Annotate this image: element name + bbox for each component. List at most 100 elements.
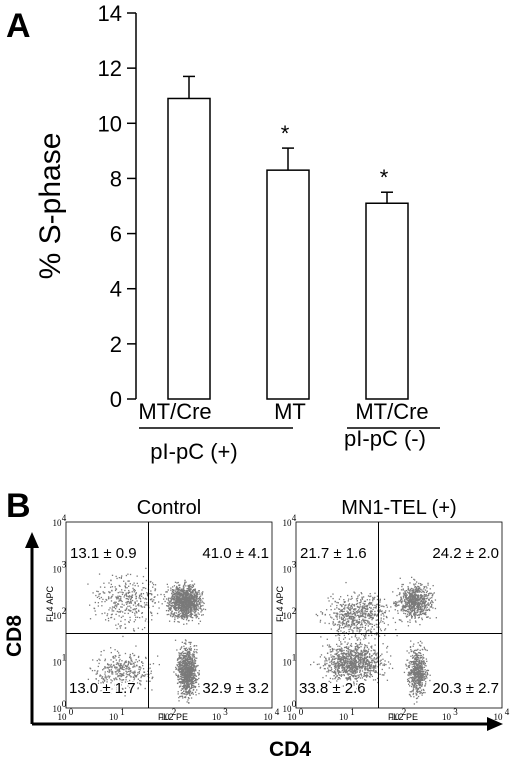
event-dot (92, 659, 94, 661)
event-dot (339, 674, 341, 677)
event-dot (370, 631, 373, 633)
event-dot (337, 658, 339, 661)
event-dot (416, 605, 419, 607)
event-dot (413, 584, 415, 586)
event-dot (402, 589, 404, 591)
event-dot (130, 602, 133, 604)
event-dot (417, 591, 419, 593)
event-dot (97, 682, 100, 684)
event-dot (134, 666, 136, 668)
event-dot (358, 629, 361, 631)
event-dot (124, 695, 126, 697)
event-dot (130, 601, 132, 603)
event-dot (427, 594, 430, 596)
x-tick-exponent: 3 (223, 707, 228, 717)
event-dot (414, 596, 416, 598)
event-dot (418, 616, 421, 618)
event-dot (187, 699, 189, 701)
event-dot (415, 581, 418, 583)
event-dot (334, 653, 336, 655)
event-dot (348, 604, 350, 606)
event-dot (191, 692, 193, 695)
event-dot (137, 609, 140, 611)
event-dot (181, 677, 183, 679)
event-dot (352, 670, 355, 672)
event-dot (367, 650, 369, 652)
event-dot (185, 643, 187, 645)
event-dot (432, 584, 434, 587)
x-tick-exponent: 2 (172, 707, 177, 717)
event-dot (405, 601, 407, 604)
event-dot (186, 663, 188, 665)
x-tick-label: 10 (58, 712, 68, 722)
event-dot (338, 677, 340, 679)
event-dot (138, 605, 140, 607)
event-dot (129, 609, 131, 612)
event-dot (413, 609, 416, 612)
event-dot (147, 593, 149, 595)
event-dot (186, 608, 188, 611)
event-dot (183, 604, 186, 606)
event-dot (186, 691, 189, 693)
event-dot (415, 614, 417, 616)
event-dot (110, 651, 112, 654)
event-dot (333, 624, 335, 627)
event-dot (355, 615, 357, 617)
event-dot (121, 660, 123, 662)
event-dot (184, 669, 187, 671)
event-dot (139, 594, 141, 596)
event-dot (421, 595, 423, 597)
event-dot (428, 599, 430, 601)
event-dot (351, 665, 353, 668)
event-dot (195, 613, 197, 616)
event-dot (348, 598, 350, 600)
event-dot (187, 615, 189, 617)
event-dot (121, 603, 123, 605)
event-dot (129, 616, 131, 619)
event-dot (330, 654, 332, 656)
event-dot (374, 638, 376, 640)
event-dot (190, 673, 192, 676)
event-dot (337, 666, 339, 668)
event-dot (179, 615, 181, 617)
event-dot (353, 671, 355, 673)
event-dot (113, 618, 116, 620)
event-dot (415, 599, 417, 601)
event-dot (344, 652, 346, 655)
event-dot (416, 603, 418, 605)
event-dot (176, 591, 179, 593)
event-dot (338, 671, 341, 673)
event-dot (104, 600, 106, 603)
event-dot (353, 604, 355, 606)
event-dot (361, 612, 363, 615)
event-dot (100, 682, 102, 684)
event-dot (355, 678, 357, 680)
event-dot (185, 662, 187, 664)
event-dot (122, 673, 124, 675)
event-dot (425, 585, 427, 588)
event-dot (337, 663, 339, 665)
event-dot (369, 673, 371, 675)
event-dot (202, 601, 204, 604)
event-dot (178, 610, 180, 612)
event-dot (136, 661, 139, 663)
event-dot (136, 582, 138, 585)
event-dot (336, 652, 338, 654)
channel-y-label: FL4 APC (45, 585, 55, 622)
event-dot (195, 651, 197, 653)
event-dot (184, 655, 186, 657)
event-dot (195, 615, 197, 617)
event-dot (138, 655, 140, 658)
y-tick-label: 12 (98, 56, 122, 81)
event-dot (107, 596, 110, 598)
event-dot (165, 598, 168, 600)
event-dot (111, 608, 113, 610)
event-dot (348, 624, 350, 626)
event-dot (105, 677, 107, 679)
event-dot (190, 657, 192, 659)
event-dot (125, 592, 127, 594)
event-dot (340, 641, 342, 643)
event-dot (100, 654, 102, 656)
event-dot (123, 691, 125, 693)
event-dot (145, 598, 148, 600)
